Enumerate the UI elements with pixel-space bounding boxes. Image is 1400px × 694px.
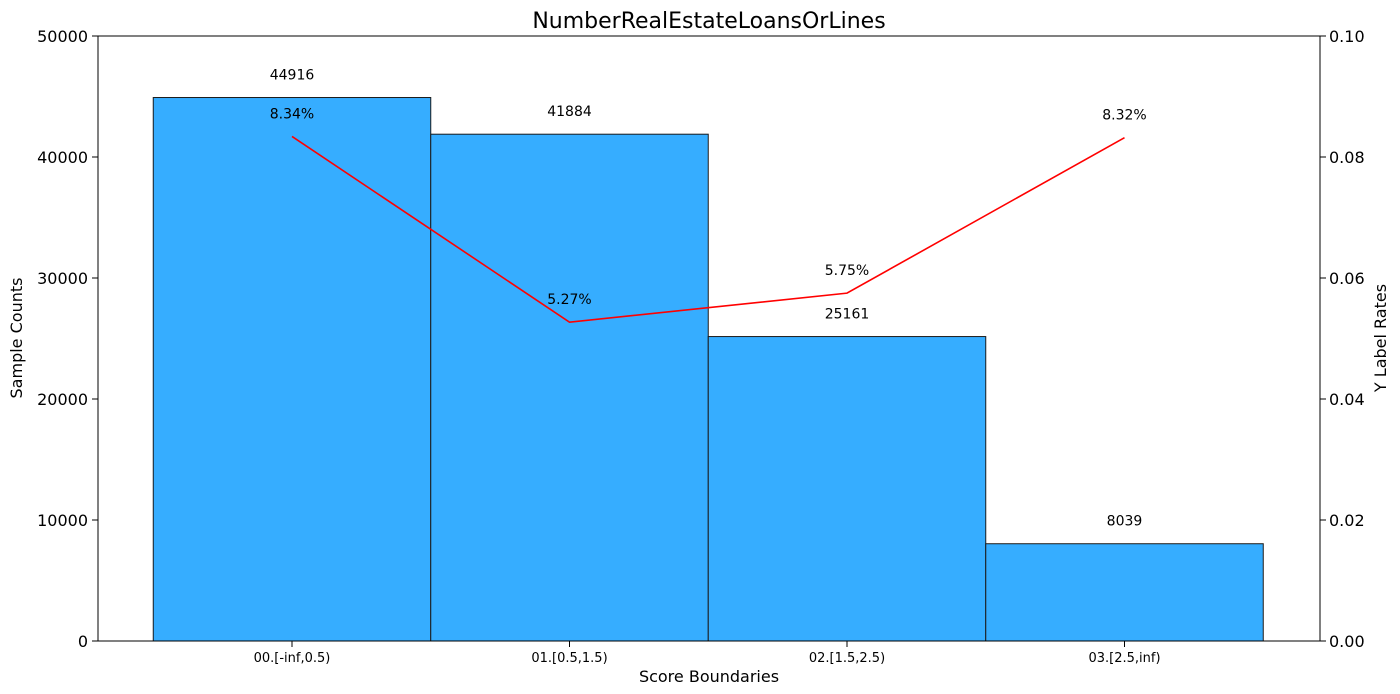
rate-line	[291, 135, 1125, 323]
bar-value-label-1: 41884	[547, 104, 592, 120]
y2-tick-label-1: 0.02	[1329, 511, 1365, 530]
y2-tick-label-4: 0.08	[1329, 148, 1365, 167]
rate-line-layer	[291, 135, 1125, 323]
x-axis-title: Score Boundaries	[639, 667, 779, 686]
bar-value-label-3: 8039	[1107, 514, 1143, 530]
y2-tick-label-3: 0.06	[1329, 269, 1365, 288]
bar-0	[152, 97, 432, 642]
y-tick-label-4: 40000	[37, 148, 88, 167]
y-tick-label-1: 10000	[37, 511, 88, 530]
x-tick-label-2: 02.[1.5,2.5)	[809, 651, 885, 666]
y-tick-label-3: 30000	[37, 269, 88, 288]
bar-3	[985, 543, 1264, 642]
rate-label-2: 5.75%	[825, 263, 869, 279]
bar-value-label-0: 44916	[270, 68, 315, 84]
bar-1	[430, 133, 709, 642]
bar-2	[707, 336, 987, 642]
plot-frame	[97, 35, 1321, 642]
y2-axis-title: Y Label Rates	[1371, 284, 1390, 393]
x-tick-label-3: 03.[2.5,inf)	[1088, 651, 1160, 666]
bar-value-label-2: 25161	[825, 307, 870, 323]
y-tick-label-5: 50000	[37, 27, 88, 46]
right-y-axis: 0.00 0.02 0.04 0.06 0.08 0.10	[1320, 27, 1365, 651]
left-y-axis: 0 10000 20000 30000 40000 50000	[37, 27, 98, 651]
y2-tick-label-5: 0.10	[1329, 27, 1365, 46]
x-tick-label-0: 00.[-inf,0.5)	[254, 651, 331, 666]
rate-label-3: 8.32%	[1102, 108, 1146, 124]
bars-layer	[152, 97, 1264, 642]
y-tick-label-2: 20000	[37, 390, 88, 409]
y-axis-title: Sample Counts	[7, 278, 26, 399]
y2-tick-label-0: 0.00	[1329, 632, 1365, 651]
chart-title: NumberRealEstateLoansOrLines	[532, 9, 885, 34]
y-tick-label-0: 0	[78, 632, 88, 651]
rate-label-1: 5.27%	[547, 292, 591, 308]
rate-label-0: 8.34%	[270, 106, 314, 122]
x-axis: 00.[-inf,0.5) 01.[0.5,1.5) 02.[1.5,2.5) 03.…	[254, 641, 1161, 666]
y2-tick-label-2: 0.04	[1329, 390, 1365, 409]
data-labels-layer: 44916 41884 25161 8039 8.34% 5.27% 5.75% 8.32%	[270, 68, 1147, 530]
x-tick-label-1: 01.[0.5,1.5)	[531, 651, 607, 666]
